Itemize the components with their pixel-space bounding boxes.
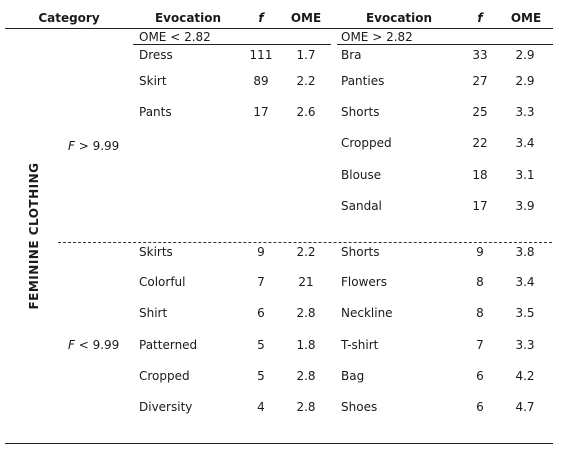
- s2-right-row5-f: 6: [476, 369, 484, 383]
- segment-label-low-threshold: < 9.99: [74, 338, 120, 352]
- header-ome-right: OME: [510, 11, 542, 25]
- s1-right-row5-evocation: Blouse: [341, 168, 382, 182]
- s2-left-row1-evocation: Skirts: [139, 245, 173, 259]
- s2-right-row1-f: 9: [476, 245, 484, 259]
- s1-left-row3-ome: 2.6: [296, 105, 316, 119]
- s1-left-row2-ome: 2.2: [296, 74, 316, 88]
- group-label-left: OME < 2.82: [139, 30, 211, 44]
- s1-right-row3-evocation: Shorts: [341, 105, 380, 119]
- s1-right-row2-f: 27: [472, 74, 488, 88]
- s1-left-row1-ome: 1.7: [296, 48, 316, 62]
- table-bottom-rule: [5, 443, 553, 444]
- group-label-right: OME > 2.82: [341, 30, 413, 44]
- s1-left-row1-f: 111: [249, 48, 273, 62]
- s2-left-row4-ome: 1.8: [296, 338, 316, 352]
- s1-right-row1-f: 33: [472, 48, 488, 62]
- s1-right-row1-evocation: Bra: [341, 48, 362, 62]
- s2-right-row4-evocation: T-shirt: [341, 338, 379, 352]
- s1-right-row6-f: 17: [472, 199, 488, 213]
- s2-left-row3-evocation: Shirt: [139, 306, 168, 320]
- header-f-left: f: [258, 11, 264, 25]
- s1-right-row5-ome: 3.1: [515, 168, 535, 182]
- s2-left-row6-f: 4: [257, 400, 265, 414]
- s2-left-row6-ome: 2.8: [296, 400, 316, 414]
- segment-separator: [58, 242, 552, 243]
- group-right-rule: [337, 44, 553, 45]
- s2-right-row4-f: 7: [476, 338, 484, 352]
- s1-right-row6-ome: 3.9: [515, 199, 535, 213]
- s2-left-row3-f: 6: [257, 306, 265, 320]
- segment-label-high: F > 9.99: [68, 139, 119, 153]
- s2-left-row5-ome: 2.8: [296, 369, 316, 383]
- s2-right-row6-f: 6: [476, 400, 484, 414]
- s2-left-row5-f: 5: [257, 369, 265, 383]
- header-evocation-right: Evocation: [365, 11, 433, 25]
- header-bottom-rule: [5, 28, 553, 29]
- s2-right-row3-evocation: Neckline: [341, 306, 393, 320]
- s2-left-row4-f: 5: [257, 338, 265, 352]
- s2-left-row5-evocation: Cropped: [139, 369, 190, 383]
- s2-right-row6-ome: 4.7: [515, 400, 535, 414]
- s1-left-row1-evocation: Dress: [139, 48, 173, 62]
- s1-left-row3-evocation: Pants: [139, 105, 172, 119]
- s1-left-row2-f: 89: [253, 74, 269, 88]
- s2-right-row2-f: 8: [476, 275, 484, 289]
- s1-right-row3-f: 25: [472, 105, 488, 119]
- s2-left-row1-f: 9: [257, 245, 265, 259]
- s1-right-row2-evocation: Panties: [341, 74, 385, 88]
- group-left-rule: [133, 44, 331, 45]
- segment-label-high-var: F: [68, 139, 75, 153]
- header-f-right: f: [477, 11, 483, 25]
- segment-label-low-var: F: [68, 338, 75, 352]
- header-evocation-left: Evocation: [154, 11, 222, 25]
- s1-right-row5-f: 18: [472, 168, 488, 182]
- s2-left-row1-ome: 2.2: [296, 245, 316, 259]
- s2-right-row5-evocation: Bag: [341, 369, 365, 383]
- s1-right-row2-ome: 2.9: [515, 74, 535, 88]
- header-ome-left: OME: [290, 11, 322, 25]
- s2-left-row2-f: 7: [257, 275, 265, 289]
- s2-left-row3-ome: 2.8: [296, 306, 316, 320]
- header-category: Category: [38, 11, 100, 25]
- s1-left-row3-f: 17: [253, 105, 269, 119]
- segment-label-low: F < 9.99: [68, 338, 119, 352]
- s2-left-row2-ome: 21: [298, 275, 314, 289]
- segment-label-high-threshold: > 9.99: [74, 139, 120, 153]
- s2-right-row1-ome: 3.8: [515, 245, 535, 259]
- s2-right-row1-evocation: Shorts: [341, 245, 380, 259]
- s2-right-row2-evocation: Flowers: [341, 275, 387, 289]
- s2-right-row3-ome: 3.5: [515, 306, 535, 320]
- s2-left-row2-evocation: Colorful: [139, 275, 186, 289]
- s2-left-row6-evocation: Diversity: [139, 400, 193, 414]
- s2-left-row4-evocation: Patterned: [139, 338, 198, 352]
- s1-right-row3-ome: 3.3: [515, 105, 535, 119]
- s1-right-row4-f: 22: [472, 136, 488, 150]
- s2-right-row2-ome: 3.4: [515, 275, 535, 289]
- s1-right-row4-ome: 3.4: [515, 136, 535, 150]
- s1-right-row1-ome: 2.9: [515, 48, 535, 62]
- s1-left-row2-evocation: Skirt: [139, 74, 167, 88]
- category-label: FEMININE CLOTHING: [27, 162, 41, 310]
- s2-right-row5-ome: 4.2: [515, 369, 535, 383]
- s1-right-row6-evocation: Sandal: [341, 199, 382, 213]
- s1-right-row4-evocation: Cropped: [341, 136, 392, 150]
- s2-right-row6-evocation: Shoes: [341, 400, 378, 414]
- s2-right-row3-f: 8: [476, 306, 484, 320]
- s2-right-row4-ome: 3.3: [515, 338, 535, 352]
